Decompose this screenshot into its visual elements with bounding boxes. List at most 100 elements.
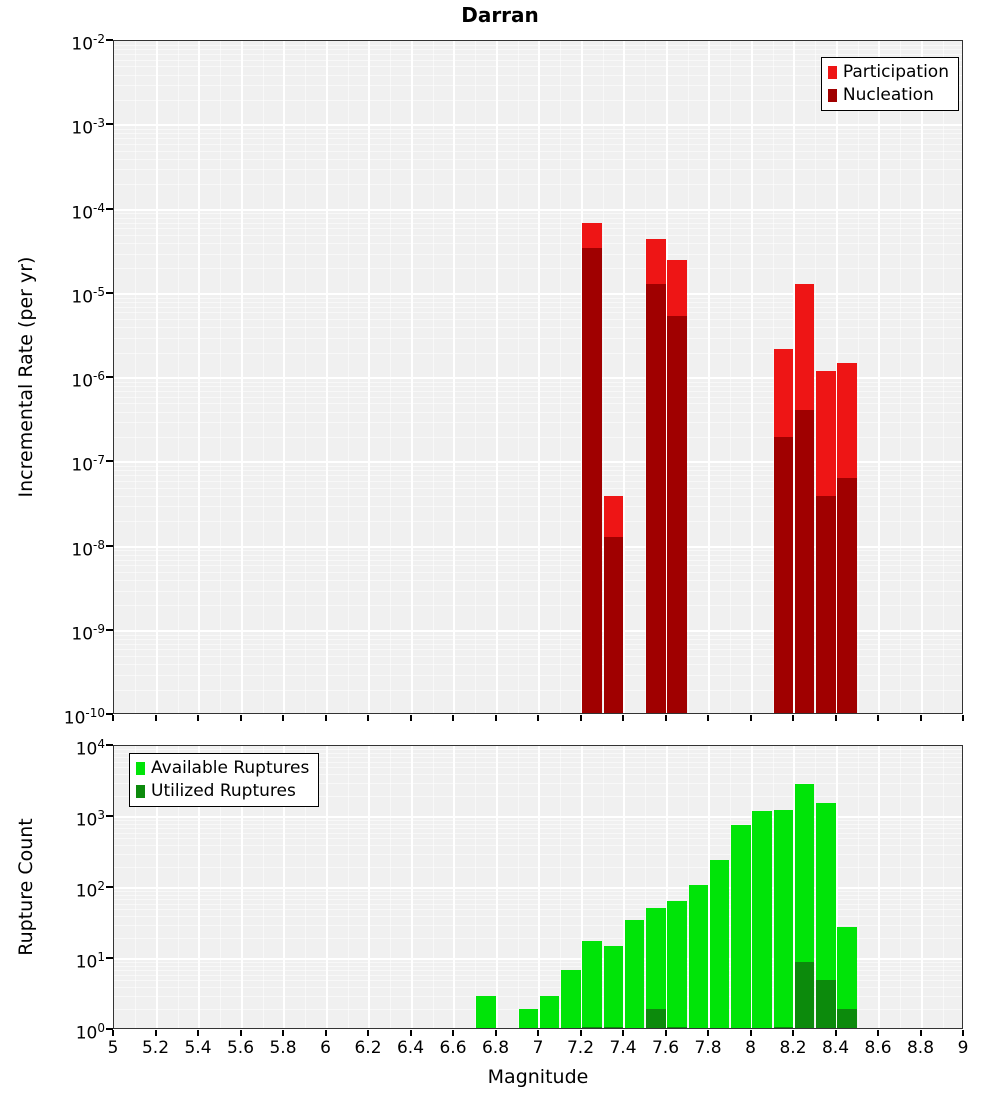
legend-item-participation: Participation	[827, 61, 949, 84]
gridline	[114, 44, 962, 46]
gridline	[114, 403, 962, 405]
gridline	[114, 208, 962, 211]
gridline	[114, 958, 962, 960]
x-tick-mark	[707, 715, 709, 721]
nucleation-bar	[603, 536, 624, 713]
gridline	[114, 965, 962, 967]
gridline	[114, 866, 962, 868]
x-tick-mark	[664, 715, 667, 721]
x-tick-mark	[622, 715, 624, 721]
utilized-ruptures-bar	[667, 1027, 687, 1028]
gridline	[114, 891, 962, 893]
y-tick-label: 10-7	[71, 453, 105, 476]
x-tick-mark	[112, 1030, 114, 1036]
y-tick-mark	[106, 460, 113, 463]
x-tick-label: 5.2	[141, 1038, 170, 1058]
gridline	[114, 1008, 962, 1010]
gridline	[114, 761, 962, 763]
y-tick-label: 102	[75, 879, 105, 902]
available-ruptures-bar	[603, 946, 624, 1028]
y-tick-mark	[106, 544, 113, 547]
gridline	[114, 816, 962, 818]
x-tick-label: 8.2	[779, 1038, 807, 1058]
count-plot-panel	[113, 745, 963, 1029]
y-tick-mark	[106, 207, 113, 210]
available-ruptures-bar	[709, 859, 730, 1028]
x-tick-mark	[537, 1030, 539, 1036]
x-tick-mark	[664, 1030, 667, 1036]
gridline	[114, 461, 962, 464]
legend-item-nucleation: Nucleation	[827, 84, 949, 107]
gridline	[114, 909, 962, 911]
utilized-ruptures-bar	[603, 1027, 624, 1028]
gridline	[114, 634, 962, 636]
gridline	[114, 974, 962, 976]
y-tick-label: 103	[75, 808, 105, 831]
gridline	[114, 312, 962, 314]
gridline	[114, 396, 962, 398]
x-tick-mark	[919, 715, 922, 721]
gridline	[114, 158, 962, 160]
count-legend: Available Ruptures Utilized Ruptures	[129, 753, 320, 807]
gridline	[114, 301, 962, 303]
gridline	[114, 213, 962, 215]
x-tick-mark	[367, 1030, 369, 1036]
gridline	[114, 327, 962, 329]
gridline	[114, 820, 962, 822]
x-tick-mark	[367, 715, 369, 721]
gridline	[114, 49, 962, 51]
gridline	[114, 894, 962, 896]
x-tick-label: 5.8	[269, 1038, 297, 1058]
gridline	[114, 253, 962, 255]
x-tick-mark	[834, 715, 837, 721]
x-tick-mark	[197, 1030, 199, 1036]
y-tick-label: 10-10	[63, 706, 105, 729]
x-tick-mark	[919, 1030, 922, 1036]
gridline	[114, 916, 962, 918]
y-tick-label: 10-9	[71, 621, 105, 645]
gridline	[114, 925, 962, 927]
y-tick-mark	[106, 1028, 113, 1030]
x-tick-label: 7.8	[694, 1038, 722, 1058]
nucleation-bar	[773, 436, 794, 713]
x-tick-label: 7	[532, 1038, 544, 1058]
x-tick-mark	[282, 715, 284, 721]
y-tick-mark	[106, 123, 113, 126]
gridline	[114, 887, 962, 889]
gridline	[114, 292, 962, 295]
x-tick-mark	[834, 1030, 837, 1036]
gridline	[114, 845, 962, 847]
gridline	[114, 495, 962, 497]
x-tick-label: 6.6	[439, 1038, 467, 1058]
x-tick-label: 5.4	[184, 1038, 212, 1058]
gridline	[114, 422, 962, 424]
x-tick-label: 8	[745, 1038, 756, 1058]
y-tick-mark	[106, 376, 113, 378]
legend-item-available-ruptures: Available Ruptures	[136, 757, 309, 780]
gridline	[114, 605, 962, 607]
x-tick-label: 9	[957, 1038, 969, 1058]
gridline	[114, 436, 962, 438]
available-ruptures-bar	[667, 901, 687, 1028]
gridline	[114, 838, 962, 840]
gridline	[114, 228, 962, 230]
nucleation-bar	[837, 478, 857, 713]
x-tick-mark	[154, 715, 157, 721]
gridline	[114, 133, 962, 135]
x-tick-label: 8.8	[906, 1038, 935, 1058]
gridline	[114, 234, 962, 236]
rate-plot-panel	[113, 40, 963, 714]
y-tick-label: 101	[75, 950, 105, 973]
gridline	[114, 381, 962, 383]
x-tick-label: 7.2	[566, 1038, 595, 1058]
gridline	[114, 962, 962, 964]
gridline	[114, 268, 962, 270]
x-tick-label: 6.4	[396, 1038, 425, 1058]
gridline	[114, 689, 962, 691]
gridline	[114, 898, 962, 900]
legend-item-utilized-ruptures: Utilized Ruptures	[136, 780, 309, 803]
gridline	[114, 487, 962, 489]
gridline	[114, 143, 962, 145]
gridline	[114, 854, 962, 856]
gridline	[114, 99, 962, 101]
